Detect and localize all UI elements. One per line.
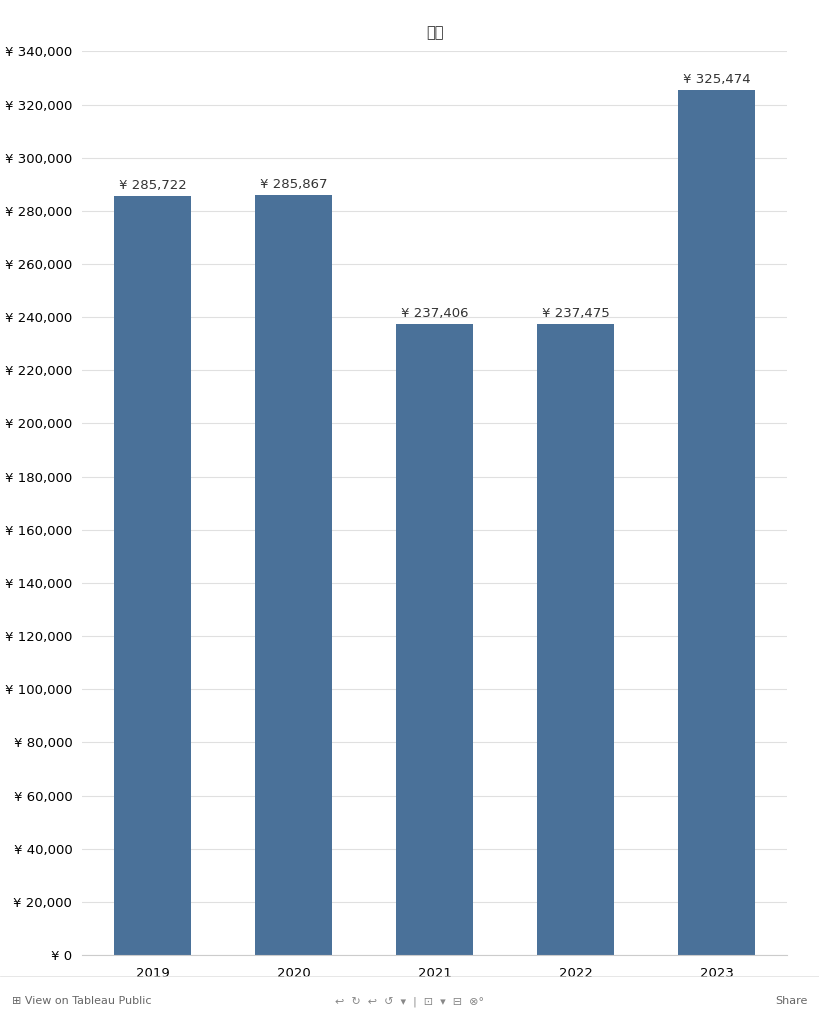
Text: ¥ 285,722: ¥ 285,722 [119, 179, 186, 192]
Bar [536, 324, 613, 955]
Text: ¥ 285,867: ¥ 285,867 [260, 179, 327, 191]
Text: ¥ 325,474: ¥ 325,474 [682, 73, 749, 86]
Text: ⊞ View on Tableau Public: ⊞ View on Tableau Public [12, 996, 152, 1006]
Bar [396, 325, 473, 955]
Text: ¥ 237,406: ¥ 237,406 [400, 307, 468, 320]
Text: ↩  ↻  ↩  ↺  ▾  |  ⊡  ▾  ⊟  ⊗°: ↩ ↻ ↩ ↺ ▾ | ⊡ ▾ ⊟ ⊗° [335, 996, 484, 1006]
Title: 年度: 年度 [425, 26, 443, 40]
Bar [114, 195, 191, 955]
Text: Share: Share [775, 996, 807, 1006]
Bar [677, 90, 754, 955]
Text: ¥ 237,475: ¥ 237,475 [541, 307, 609, 319]
Bar [255, 195, 332, 955]
